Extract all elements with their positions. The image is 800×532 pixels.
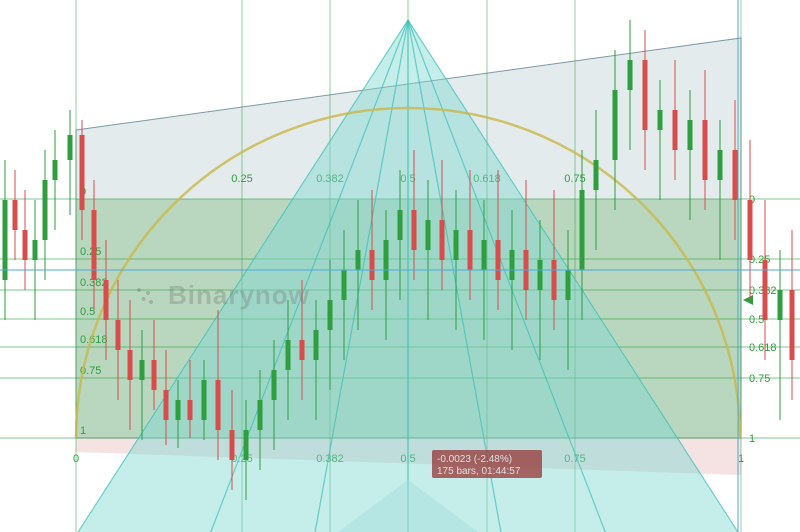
candle-body: [426, 220, 431, 250]
candle-body: [370, 250, 375, 280]
candle-body: [43, 180, 48, 240]
candle-body: [384, 240, 389, 280]
fib-time-label: 1: [738, 453, 744, 465]
candle-body: [33, 240, 38, 260]
candle-body: [116, 320, 121, 350]
chart-svg[interactable]: 000.250.250.3820.3820.50.50.6180.6180.75…: [0, 0, 800, 532]
candle-body: [342, 270, 347, 300]
measure-tooltip: -0.0023 (-2.48%)175 bars, 01:44:57: [432, 450, 542, 478]
candle-body: [733, 150, 738, 200]
candle-body: [68, 135, 73, 160]
fib-level-label-left: 0.25: [80, 246, 101, 258]
candle-body: [468, 230, 473, 270]
candle-body: [748, 200, 753, 260]
candle-body: [176, 400, 181, 420]
candle-body: [412, 210, 417, 250]
price-chart[interactable]: 000.250.250.3820.3820.50.50.6180.6180.75…: [0, 0, 800, 532]
candle-body: [566, 270, 571, 300]
candle-body: [328, 300, 333, 330]
candle-body: [164, 390, 169, 420]
candle-body: [286, 340, 291, 370]
candle-body: [128, 350, 133, 380]
fib-time-label: 0: [73, 453, 79, 465]
fib-time-label-upper: 0.25: [231, 173, 252, 185]
candle-body: [230, 430, 235, 460]
candle-body: [688, 120, 693, 150]
candle-body: [202, 380, 207, 420]
candle-body: [23, 230, 28, 260]
fib-level-label-right: 0.5: [749, 314, 764, 326]
candle-body: [496, 240, 501, 280]
candle-body: [188, 400, 193, 420]
tooltip-line1: -0.0023 (-2.48%): [437, 454, 512, 465]
fib-level-label-right: 0.75: [749, 373, 770, 385]
candle-body: [580, 190, 585, 270]
candle-body: [454, 230, 459, 260]
candle-body: [140, 360, 145, 380]
candle-body: [398, 210, 403, 240]
candle-body: [628, 60, 633, 90]
candle-body: [552, 260, 557, 300]
candle-body: [763, 260, 768, 320]
fib-level-label-left: 0.5: [80, 306, 95, 318]
tooltip-line2: 175 bars, 01:44:57: [437, 466, 521, 477]
candle-body: [272, 370, 277, 400]
candle-body: [790, 290, 795, 360]
candle-body: [356, 250, 361, 270]
candle-body: [510, 250, 515, 280]
candle-body: [152, 360, 157, 390]
candle-body: [314, 330, 319, 360]
candle-body: [216, 380, 221, 430]
candle-body: [718, 150, 723, 180]
candle-body: [658, 110, 663, 130]
candle-body: [300, 340, 305, 360]
candle-body: [440, 220, 445, 260]
candle-body: [53, 160, 58, 180]
candle-body: [613, 90, 618, 160]
candle-body: [80, 135, 85, 210]
candle-body: [3, 200, 8, 280]
candle-body: [778, 290, 783, 320]
candle-body: [594, 160, 599, 190]
candle-body: [104, 280, 109, 320]
candle-body: [703, 120, 708, 180]
candle-body: [258, 400, 263, 430]
fib-level-label-right: 1: [749, 433, 755, 445]
candle-body: [482, 240, 487, 270]
candle-body: [673, 110, 678, 150]
candle-body: [538, 260, 543, 290]
fib-level-label-left: 0.618: [80, 334, 108, 346]
candle-body: [13, 200, 18, 230]
fib-level-label-left: 1: [80, 425, 86, 437]
candle-body: [244, 430, 249, 460]
candle-body: [643, 60, 648, 130]
fib-level-label-right: 0.618: [749, 342, 777, 354]
